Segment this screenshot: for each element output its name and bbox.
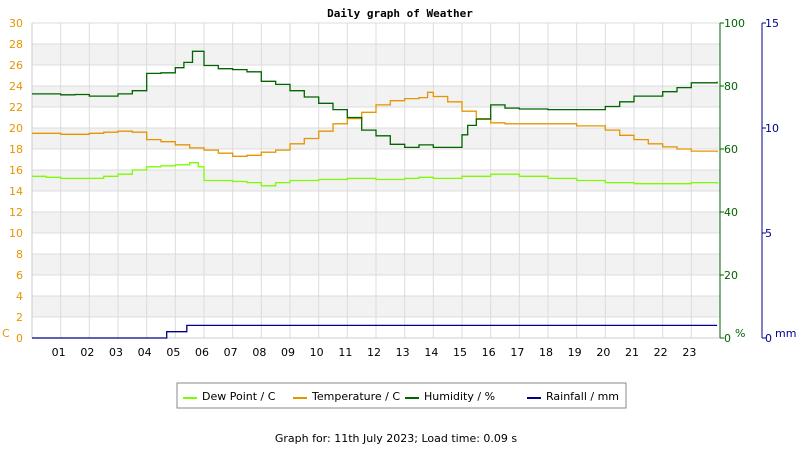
- chart-footer: Graph for: 11th July 2023; Load time: 0.…: [275, 432, 518, 445]
- legend-label: Rainfall / mm: [546, 390, 619, 403]
- x-tick-label: 22: [654, 346, 668, 359]
- humidity-tick-label: 20: [724, 269, 738, 282]
- x-tick-label: 18: [539, 346, 553, 359]
- rain-tick-label: 10: [765, 122, 779, 135]
- x-tick-label: 05: [166, 346, 180, 359]
- left-tick-label: 20: [9, 122, 23, 135]
- chart-title: Daily graph of Weather: [327, 7, 473, 20]
- x-tick-label: 07: [224, 346, 238, 359]
- left-tick-label: 12: [9, 206, 23, 219]
- left-tick-label: 14: [9, 185, 23, 198]
- series-line-humidity: [32, 50, 718, 149]
- humidity-tick-label: 100: [724, 17, 745, 30]
- left-tick-label: 26: [9, 59, 23, 72]
- x-tick-label: 16: [482, 346, 496, 359]
- rain-tick-label: 5: [765, 227, 772, 240]
- humidity-tick-label: 40: [724, 206, 738, 219]
- legend-box: [176, 382, 627, 409]
- x-tick-label: 20: [596, 346, 610, 359]
- humidity-tick-label: 0: [724, 332, 731, 345]
- left-axis-unit: C: [2, 327, 10, 340]
- x-tick-label: 13: [396, 346, 410, 359]
- x-tick-label: 11: [338, 346, 352, 359]
- x-tick-label: 04: [138, 346, 152, 359]
- left-tick-label: 30: [9, 17, 23, 30]
- left-tick-label: 2: [16, 311, 23, 324]
- x-tick-label: 06: [195, 346, 209, 359]
- series-line-temperature-c: [32, 91, 718, 157]
- legend: Dew Point / C Temperature / C Humidity / %…: [176, 382, 627, 409]
- x-tick-label: 14: [424, 346, 438, 359]
- x-tick-label: 21: [625, 346, 639, 359]
- left-tick-label: 6: [16, 269, 23, 282]
- series-line-dew-point-c: [32, 162, 718, 187]
- x-tick-label: 02: [80, 346, 94, 359]
- left-tick-label: 18: [9, 143, 23, 156]
- x-tick-label: 10: [310, 346, 324, 359]
- series-lines: [32, 50, 718, 339]
- x-tick-label: 23: [682, 346, 696, 359]
- x-tick-label: 12: [367, 346, 381, 359]
- left-tick-label: 0: [16, 332, 23, 345]
- left-tick-label: 28: [9, 38, 23, 51]
- left-tick-label: 16: [9, 164, 23, 177]
- x-tick-label: 09: [281, 346, 295, 359]
- x-tick-label: 17: [510, 346, 524, 359]
- legend-label: Dew Point / C: [202, 390, 276, 403]
- x-tick-label: 08: [252, 346, 266, 359]
- x-tick-label: 01: [52, 346, 66, 359]
- rain-tick-label: 15: [765, 17, 779, 30]
- left-tick-label: 8: [16, 248, 23, 261]
- x-tick-label: 15: [453, 346, 467, 359]
- left-tick-label: 4: [16, 290, 23, 303]
- legend-label: Temperature / C: [311, 390, 400, 403]
- humidity-tick-label: 80: [724, 80, 738, 93]
- rain-tick-label: 0: [765, 332, 772, 345]
- left-tick-label: 24: [9, 80, 23, 93]
- humidity-tick-label: 60: [724, 143, 738, 156]
- x-tick-label: 19: [568, 346, 582, 359]
- legend-label: Humidity / %: [424, 390, 495, 403]
- x-tick-label: 03: [109, 346, 123, 359]
- left-tick-label: 22: [9, 101, 23, 114]
- humidity-axis-unit: %: [735, 327, 745, 340]
- rain-axis-unit: mm: [775, 327, 796, 340]
- left-tick-label: 10: [9, 227, 23, 240]
- series-line-rainfall-mm: [32, 324, 718, 339]
